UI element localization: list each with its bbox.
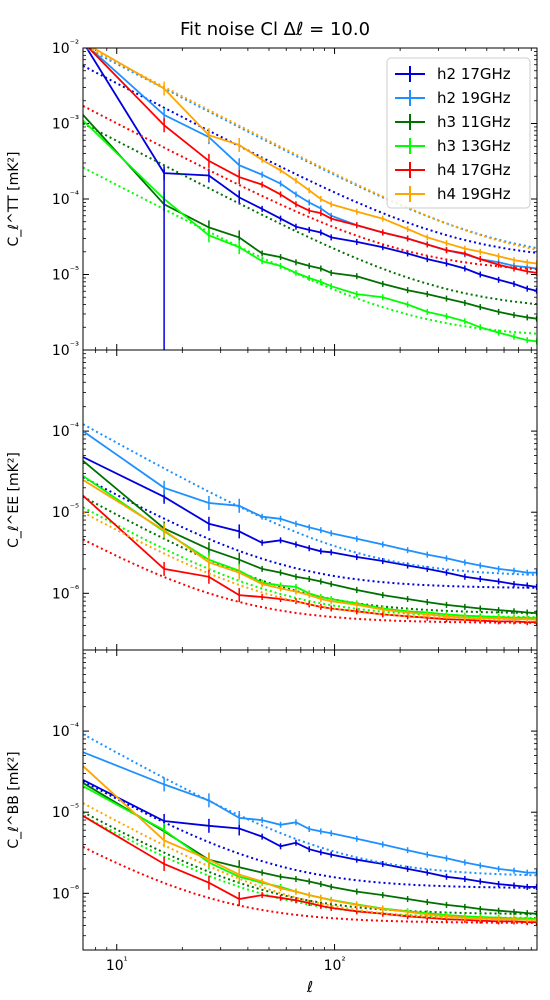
axes-frame [82, 649, 538, 951]
series-h4-19ghz [83, 479, 537, 623]
series-h3-13ghz [83, 119, 537, 345]
plot-area [83, 733, 537, 926]
legend-label: h3 13GHz [437, 137, 511, 155]
y-axis-label: C_ℓ^EE [mK²] [6, 452, 22, 548]
fit-line [86, 48, 537, 251]
series-h4-19ghz [86, 48, 537, 267]
y-tick-label: 10⁻² [52, 39, 79, 57]
x-tick-label: 10² [324, 956, 346, 974]
legend-entry: h4 17GHz [395, 161, 511, 179]
legend-entry: h2 19GHz [395, 89, 511, 107]
y-tick-label: 10⁻⁵ [52, 803, 79, 821]
y-tick-label: 10⁻³ [52, 115, 79, 133]
fit-line [83, 511, 537, 621]
y-tick-label: 10⁻⁶ [52, 584, 79, 602]
legend-label: h2 19GHz [437, 89, 511, 107]
legend-label: h3 11GHz [437, 113, 511, 131]
legend: h2 17GHz h2 19GHz h3 11GHz h3 13GHz h4 17GHz… [386, 57, 531, 209]
series-h2-19ghz [83, 423, 537, 576]
legend-label: h4 19GHz [437, 185, 511, 203]
y-tick-label: 10⁻⁴ [52, 190, 79, 208]
fit-line [83, 64, 537, 254]
y-tick-label: 10⁻⁵ [52, 266, 79, 284]
y-tick-label: 10⁻⁶ [52, 884, 79, 902]
fit-line [83, 846, 537, 924]
series-h2-17ghz [83, 456, 537, 590]
data-line [83, 751, 537, 874]
legend-entry: h3 13GHz [395, 137, 511, 155]
minor-ticks [82, 650, 537, 951]
fit-line [83, 506, 537, 619]
fit-line [83, 166, 537, 335]
x-axis-label: ℓ [306, 978, 313, 996]
panel-2: 10⁻⁶ 10⁻⁵ 10⁻⁴ 10⁻³ C_ℓ^EE [mK²] [6, 341, 538, 651]
series-h2-17ghz [83, 779, 537, 890]
series-h3-11ghz [83, 460, 537, 617]
panel-1: 10⁻⁵ 10⁻⁴ 10⁻³ 10⁻² C_ℓ^TT [mK²] [6, 39, 538, 351]
fit-line [83, 476, 537, 589]
data-line [83, 779, 537, 888]
fit-line [83, 733, 537, 877]
series-h3-11ghz [83, 114, 537, 322]
series-h2-19ghz [83, 733, 537, 877]
series-h4-19ghz [83, 765, 537, 923]
series-h4-17ghz [83, 815, 537, 926]
legend-label: h2 17GHz [437, 65, 511, 83]
figure-title: Fit noise Cl Δℓ = 10.0 [180, 19, 370, 40]
y-tick-label: 10⁻⁴ [52, 422, 79, 440]
data-line [83, 785, 537, 921]
plot-area [83, 48, 537, 350]
series-h3-13ghz [83, 785, 537, 923]
y-axis-label: C_ℓ^TT [mK²] [6, 152, 22, 247]
legend-entry: h4 19GHz [395, 185, 511, 203]
fit-line [83, 122, 537, 306]
data-line [83, 430, 537, 574]
fit-line [83, 811, 537, 915]
fit-line [83, 802, 537, 921]
fit-line [83, 538, 537, 624]
legend-entry: h2 17GHz [395, 65, 511, 83]
y-tick-label: 10⁻³ [52, 341, 79, 359]
legend-entry: h3 11GHz [395, 113, 511, 131]
fit-line [83, 495, 537, 614]
x-tick-label: 10¹ [106, 956, 128, 974]
legend-label: h4 17GHz [437, 161, 511, 179]
panel-3: 10¹ 10² 10⁻⁶ 10⁻⁵ 10⁻⁴ C_ℓ^BB [mK²] [6, 649, 538, 974]
fit-line [83, 105, 537, 271]
panels: 10⁻⁵ 10⁻⁴ 10⁻³ 10⁻² C_ℓ^TT [mK²] 10⁻⁶ 10⁻⁵ 10⁻⁴… [6, 39, 538, 974]
plot-area [83, 423, 537, 626]
fit-line [83, 423, 537, 576]
data-line [83, 460, 537, 614]
series-h4-17ghz [83, 495, 537, 626]
y-tick-label: 10⁻⁵ [52, 503, 79, 521]
y-axis-label: C_ℓ^BB [mK²] [6, 751, 22, 848]
series-h2-17ghz [83, 48, 537, 294]
fit-line [83, 780, 537, 889]
y-tick-label: 10⁻⁴ [52, 722, 79, 740]
